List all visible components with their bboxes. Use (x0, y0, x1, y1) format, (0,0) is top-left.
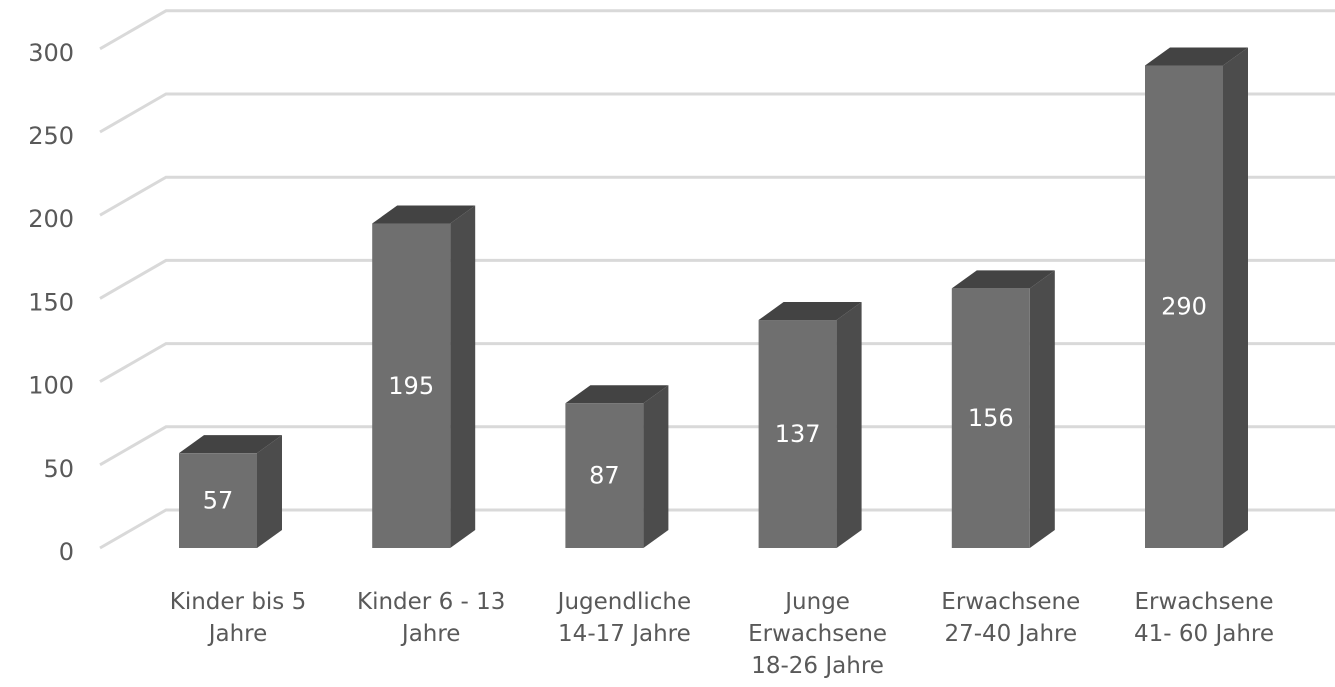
gridline (99, 425, 1335, 467)
gridline (99, 9, 1335, 51)
bar: 57 (179, 435, 282, 548)
category-label-line: Jugendliche (556, 589, 691, 615)
gridline (99, 508, 1335, 550)
bar-top (372, 205, 476, 224)
data-label: 195 (388, 372, 434, 400)
gridline (99, 92, 1335, 134)
bar: 87 (565, 385, 669, 548)
bar: 195 (372, 205, 476, 548)
category-label-line: Kinder bis 5 (170, 589, 306, 615)
data-label: 137 (775, 420, 821, 448)
category-label-line: 18-26 Jahre (751, 653, 884, 679)
bar-top (951, 270, 1055, 289)
y-axis-ticks: 0 50 100 150 200 250 300 (28, 39, 74, 566)
category-label-line: Erwachsene (1135, 589, 1274, 615)
y-tick-label: 50 (43, 455, 74, 483)
y-tick-label: 0 (59, 538, 74, 566)
bar-top (758, 302, 862, 321)
category-label: Erwachsene 27-40 Jahre (941, 589, 1080, 647)
data-label: 290 (1161, 293, 1207, 321)
bar-side (1029, 270, 1055, 548)
bar-side (1223, 47, 1248, 548)
bars: 57 195 87 137 156 290 (179, 47, 1248, 548)
y-tick-label: 300 (28, 39, 74, 67)
category-label-line: Jahre (207, 621, 268, 647)
data-label: 57 (203, 487, 234, 515)
gridlines (99, 9, 1335, 550)
y-tick-label: 200 (28, 205, 74, 233)
category-label-line: Kinder 6 - 13 (357, 589, 505, 615)
gridline (99, 175, 1335, 217)
bar-front (758, 320, 837, 548)
bar-top (179, 435, 282, 454)
bar-side (643, 385, 669, 548)
bar-side (450, 205, 476, 548)
bar-side (257, 435, 282, 548)
bar-top (1145, 47, 1248, 66)
x-axis-categories: Kinder bis 5 Jahre Kinder 6 - 13 Jahre Jugen… (170, 589, 1274, 679)
gridline (99, 258, 1335, 300)
data-label: 87 (589, 462, 620, 490)
y-tick-label: 100 (28, 372, 74, 400)
bar: 156 (951, 270, 1055, 548)
category-label: Junge Erwachsene 18-26 Jahre (748, 589, 887, 679)
data-label: 156 (968, 404, 1014, 432)
gridline (99, 342, 1335, 383)
category-label-line: Jahre (400, 621, 461, 647)
bar-front (565, 403, 644, 548)
category-label-line: Junge (783, 589, 850, 615)
bar-side (836, 302, 862, 548)
y-tick-label: 250 (28, 122, 74, 150)
y-tick-label: 150 (28, 288, 74, 316)
bar-top (565, 385, 669, 404)
bar-front (1145, 65, 1223, 548)
category-label-line: Erwachsene (748, 621, 887, 647)
category-label: Kinder bis 5 Jahre (170, 589, 306, 647)
category-label: Kinder 6 - 13 Jahre (357, 589, 505, 647)
category-label-line: Erwachsene (941, 589, 1080, 615)
category-label-line: 41- 60 Jahre (1134, 621, 1274, 647)
category-label-line: 14-17 Jahre (558, 621, 691, 647)
bar-front (951, 288, 1030, 548)
bar: 290 (1145, 47, 1248, 548)
category-label: Jugendliche 14-17 Jahre (556, 589, 691, 647)
bar-front (179, 453, 257, 548)
bar-front (372, 223, 451, 548)
bar: 137 (758, 302, 862, 548)
category-label-line: 27-40 Jahre (944, 621, 1077, 647)
category-label: Erwachsene 41- 60 Jahre (1134, 589, 1274, 647)
